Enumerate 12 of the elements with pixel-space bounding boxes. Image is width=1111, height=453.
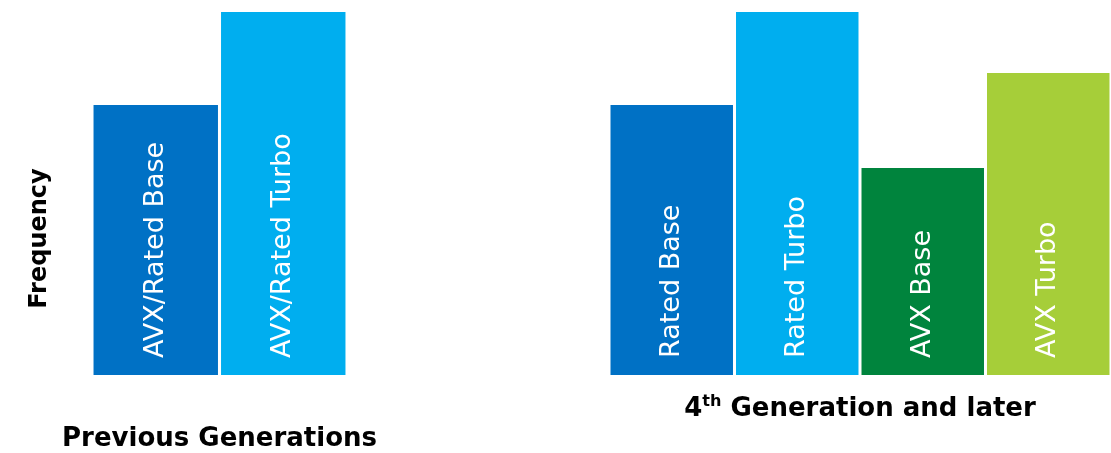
x-tick-label: AVX Turbo	[1030, 221, 1062, 358]
bar	[736, 12, 859, 375]
x-axis-title: Previous Generations	[62, 422, 377, 452]
y-axis-title: Frequency	[24, 167, 53, 309]
x-tick-label: AVX/Rated Base	[137, 141, 169, 358]
x-tick-label: AVX/Rated Turbo	[265, 133, 297, 358]
x-tick-label: Rated Turbo	[779, 196, 811, 358]
bar	[861, 168, 984, 375]
x-tick-label: AVX Base	[904, 229, 936, 358]
bar	[987, 72, 1110, 375]
x-tick-label: Rated Base	[653, 204, 685, 358]
bar	[610, 104, 733, 375]
